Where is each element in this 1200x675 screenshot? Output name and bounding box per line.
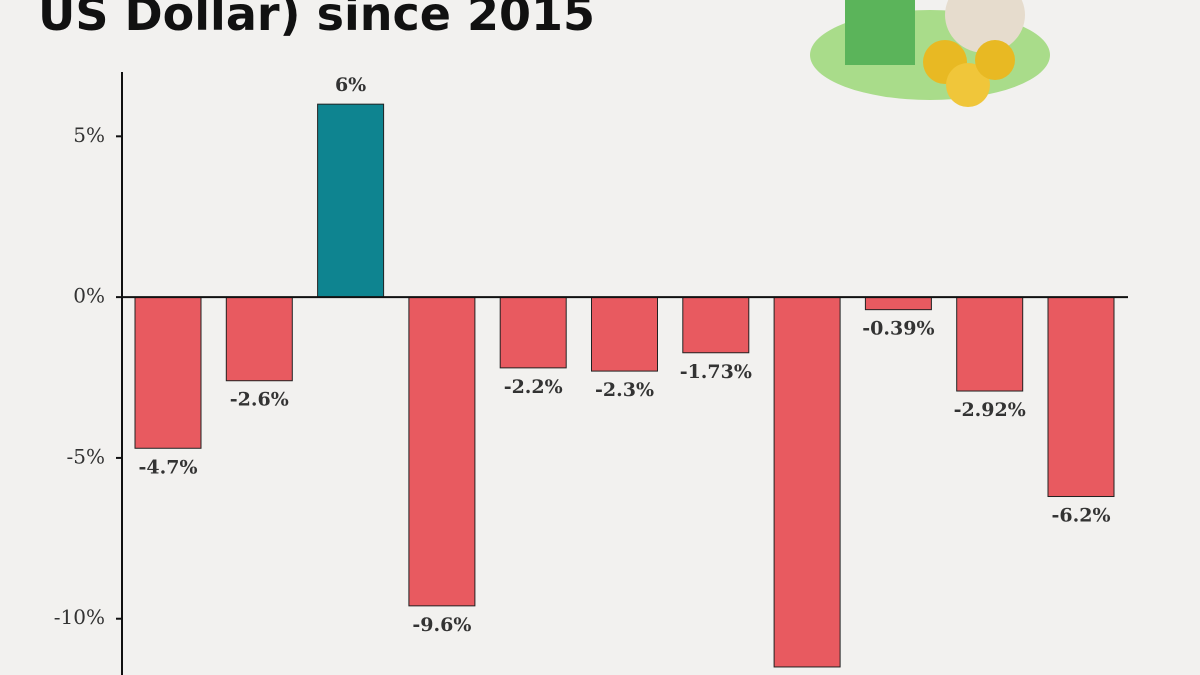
bar	[773, 296, 841, 668]
y-tick-label: 0%	[73, 284, 105, 308]
y-tick-label: -5%	[67, 444, 106, 468]
bar	[134, 296, 202, 449]
bar	[225, 296, 293, 382]
value-label: -4.7%	[139, 456, 198, 478]
y-tick-label: 5%	[73, 123, 105, 147]
value-label: -0.39%	[862, 318, 934, 340]
bar	[956, 296, 1024, 392]
bar	[864, 296, 932, 311]
value-label: -2.6%	[230, 389, 289, 411]
bar	[499, 296, 567, 369]
bar	[408, 296, 476, 607]
value-label: -2.92%	[954, 399, 1026, 421]
value-label: 6%	[335, 74, 366, 96]
value-label: -2.3%	[595, 379, 654, 401]
bar	[317, 103, 385, 298]
value-label: -9.6%	[412, 614, 471, 636]
value-label: -2.2%	[504, 376, 563, 398]
bar	[682, 296, 750, 354]
illustration	[810, 0, 1050, 107]
bar	[591, 296, 658, 372]
bar	[1047, 296, 1115, 498]
value-label: -1.73%	[680, 361, 752, 383]
value-label: -6.2%	[1052, 505, 1111, 527]
y-tick-label: -10%	[54, 605, 105, 629]
chart-title: US Dollar) since 2015	[38, 0, 595, 41]
